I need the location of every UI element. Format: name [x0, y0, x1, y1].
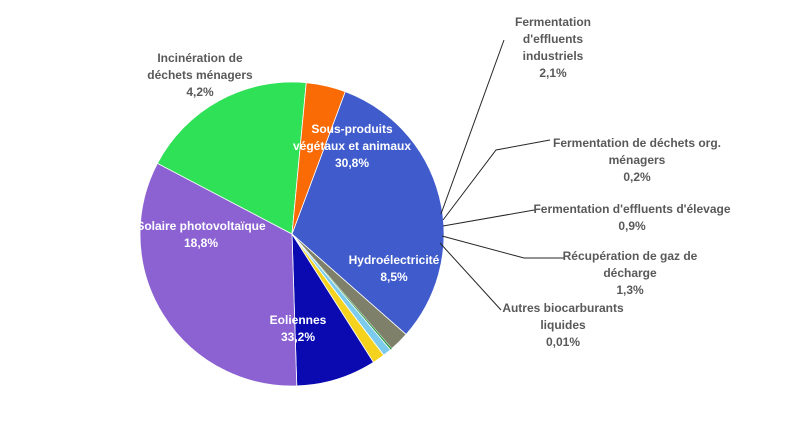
leader-line: [442, 139, 551, 221]
pie-slice: [291, 82, 346, 235]
slice-category-label: liquides: [540, 318, 586, 332]
slice-category-label: ménagers: [609, 153, 666, 167]
slice-value-label: 0,9%: [618, 219, 646, 233]
slice-value-label: 30,8%: [335, 156, 369, 170]
slice-value-label: 2,1%: [539, 66, 567, 80]
slice-category-label: industriels: [523, 49, 584, 63]
slice-category-label: Autres biocarburants: [502, 301, 624, 315]
leader-line: [439, 242, 502, 311]
slice-category-label: Hydroélectricité: [349, 253, 440, 267]
slice-value-label: 0,2%: [623, 170, 651, 184]
slice-category-label: d'effluents: [523, 32, 584, 46]
slice-category-label: Solaire photovoltaïque: [136, 219, 266, 233]
slice-value-label: 33,2%: [281, 330, 315, 344]
pie-slice: [139, 162, 298, 387]
slice-value-label: 18,8%: [184, 236, 218, 250]
leader-line: [440, 39, 505, 215]
leader-lines: [439, 39, 564, 311]
slice-category-label: Sous-produits: [311, 122, 393, 136]
leader-line: [441, 235, 564, 259]
leader-line: [442, 208, 541, 227]
slice-category-label: Récupération de gaz de: [563, 249, 698, 263]
pie-slices: [139, 81, 445, 387]
slice-category-label: décharge: [603, 266, 657, 280]
pie-slice: [291, 233, 407, 350]
slice-category-label: déchets ménagers: [147, 68, 253, 82]
slice-labels: Sous-produits végétaux et animaux 30,8% Fer…: [136, 15, 731, 349]
slice-value-label: 4,2%: [186, 85, 214, 99]
slice-category-label: Fermentation: [515, 15, 591, 29]
slice-category-label: Fermentation d'effluents d'élevage: [533, 202, 730, 216]
slice-category-label: Eoliennes: [270, 313, 327, 327]
pie-slice: [156, 81, 307, 235]
slice-category-label: Incinération de: [157, 51, 243, 65]
slice-value-label: 1,3%: [616, 283, 644, 297]
slice-value-label: 0,01%: [546, 335, 580, 349]
slice-value-label: 8,5%: [380, 270, 408, 284]
slice-category-label: Fermentation de déchets org.: [553, 136, 721, 150]
pie-slice: [291, 91, 445, 336]
slice-category-label: végétaux et animaux: [293, 139, 411, 153]
